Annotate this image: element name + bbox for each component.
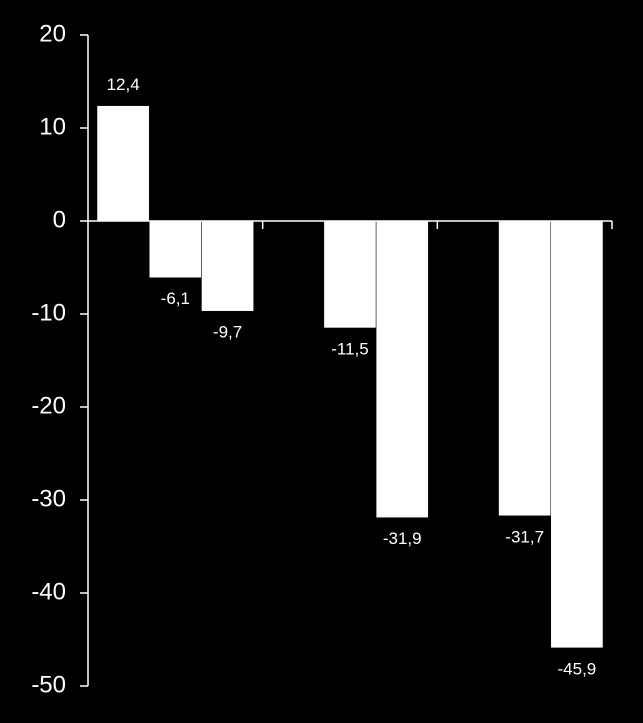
bar bbox=[375, 220, 429, 518]
bar bbox=[148, 220, 202, 278]
y-tick-label: 20 bbox=[39, 20, 66, 47]
y-tick-label: 10 bbox=[39, 113, 66, 140]
y-tick-label: -50 bbox=[31, 671, 66, 698]
value-label: -31,7 bbox=[505, 527, 544, 546]
bar bbox=[498, 220, 552, 517]
bar bbox=[550, 220, 604, 649]
bar bbox=[201, 220, 254, 312]
bar bbox=[323, 220, 377, 329]
y-tick-label: -30 bbox=[31, 485, 66, 512]
y-tick-label: 0 bbox=[53, 206, 66, 233]
value-label: -11,5 bbox=[331, 339, 369, 358]
value-label: -31,9 bbox=[383, 529, 422, 548]
y-tick-label: -10 bbox=[31, 299, 66, 326]
value-label: -6,1 bbox=[161, 289, 190, 308]
y-tick-label: -40 bbox=[31, 578, 66, 605]
value-label: 12,4 bbox=[107, 75, 140, 94]
bar bbox=[96, 105, 150, 222]
value-label: -9,7 bbox=[213, 323, 242, 342]
value-label: -45,9 bbox=[558, 659, 597, 678]
y-tick-label: -20 bbox=[31, 392, 66, 419]
